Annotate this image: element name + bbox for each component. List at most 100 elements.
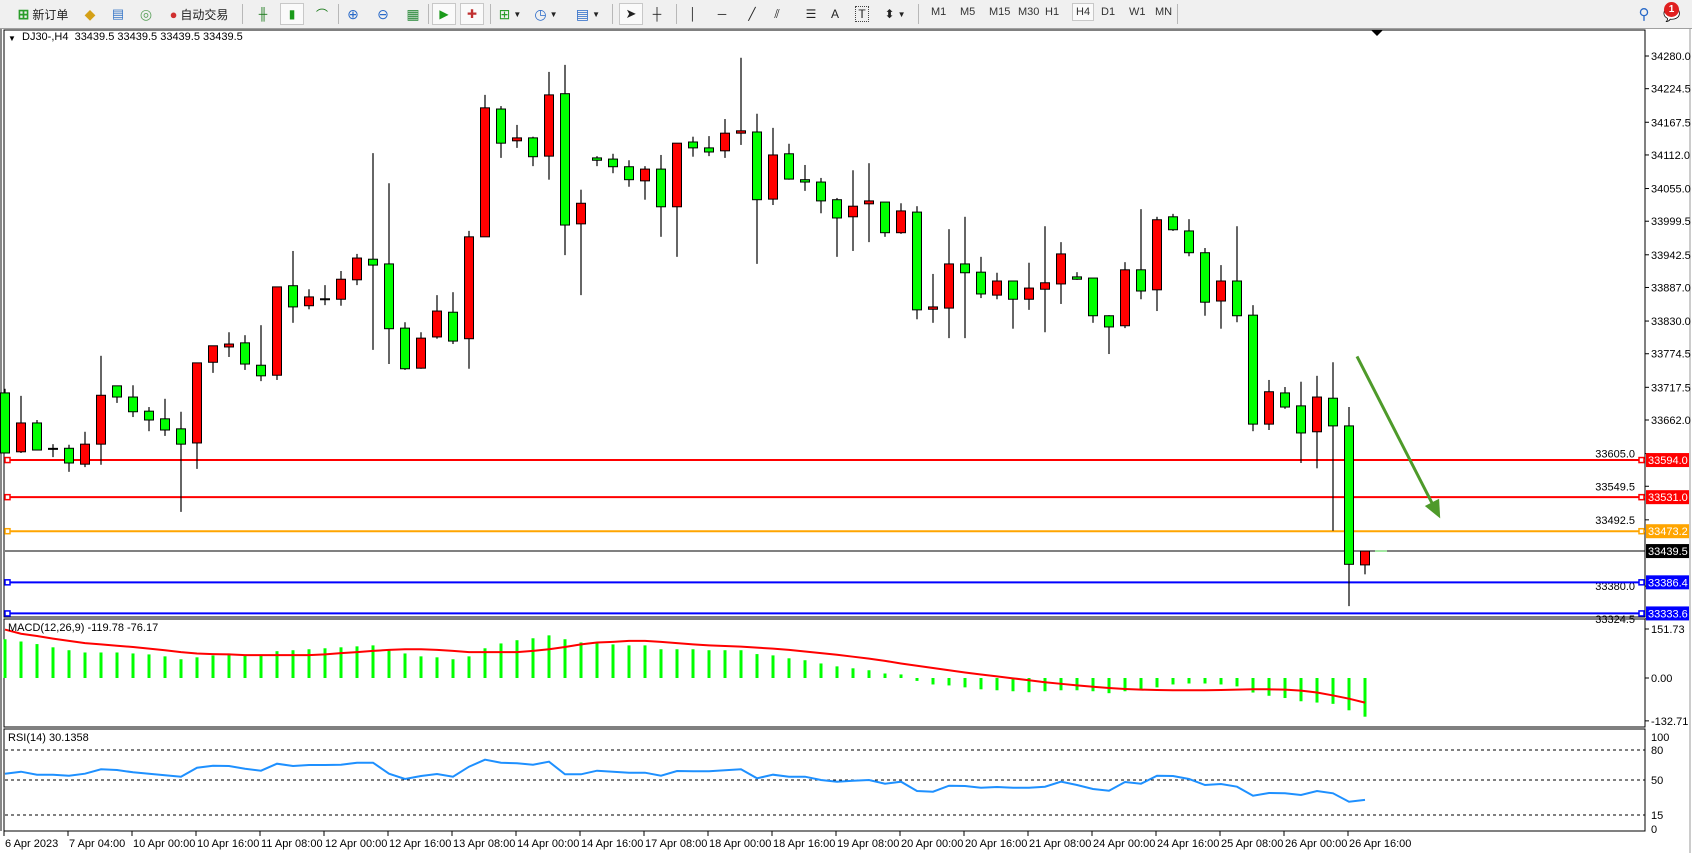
indicators-button[interactable]: ▤ ▼ — [570, 3, 606, 25]
candle-body — [800, 179, 810, 183]
rsi-tick-label: 15 — [1651, 810, 1663, 822]
macd-histogram-bar — [419, 656, 423, 678]
timeframe-m30[interactable]: M30 — [1018, 6, 1040, 18]
timeframe-m5[interactable]: M5 — [960, 6, 976, 18]
fibonacci-button[interactable]: ☰ — [800, 3, 822, 25]
level-price-tag — [1646, 575, 1689, 590]
timeframe-m1[interactable]: M1 — [931, 6, 947, 18]
candle-body — [576, 202, 586, 225]
level-handle-right[interactable] — [1638, 456, 1645, 464]
macd-tick-label: 151.73 — [1651, 624, 1685, 636]
price-tick-label: 33999.5 — [1651, 216, 1691, 228]
auto-trading-button[interactable]: ● 自动交易 — [163, 3, 235, 25]
candle-body — [752, 131, 762, 201]
vertical-line-button[interactable]: │ — [683, 3, 703, 25]
signals-button[interactable]: ◎ — [136, 3, 156, 25]
macd-histogram-bar — [595, 643, 599, 678]
timeframe-d1[interactable]: D1 — [1101, 6, 1116, 18]
separator — [242, 4, 243, 24]
horizontal-line-button[interactable]: ─ — [712, 3, 732, 25]
candle-body — [1168, 216, 1178, 231]
gold-button[interactable]: ◆ — [80, 3, 100, 25]
candle-body — [96, 394, 106, 445]
level-handle-left[interactable] — [4, 527, 11, 535]
candle-body — [960, 263, 970, 274]
macd-histogram-bar — [467, 656, 471, 678]
trendline-button[interactable]: ╱ — [742, 3, 762, 25]
macd-histogram-bar — [1203, 678, 1207, 684]
candle-body — [32, 422, 42, 451]
candle-body — [688, 141, 698, 149]
zoom-in-icon: ⊕ — [347, 5, 359, 22]
trend-arrow-line[interactable] — [1355, 355, 1436, 509]
candle-body — [1024, 287, 1034, 300]
new-chart-button[interactable]: ⊞ ▼ — [494, 3, 526, 25]
macd-tick-label: -132.71 — [1651, 716, 1688, 728]
arrows-button[interactable]: ⬍ ▼ — [878, 3, 912, 25]
search-button[interactable]: ⚲ — [1634, 3, 1654, 25]
level-handle-left[interactable] — [4, 456, 11, 464]
quick-menu-triangle-icon[interactable]: ▼ — [8, 34, 16, 43]
macd-histogram-bar — [787, 658, 791, 678]
candle-body — [560, 93, 570, 226]
macd-histogram-bar — [947, 678, 951, 686]
timeframe-h1[interactable]: H1 — [1045, 6, 1060, 18]
macd-histogram-bar — [435, 657, 439, 678]
macd-histogram-bar — [1043, 678, 1047, 692]
level-handle-right[interactable] — [1638, 579, 1645, 586]
gold-icon: ◆ — [84, 5, 96, 22]
candle-body — [1312, 396, 1322, 433]
new-order-button[interactable]: ⊞ 新订单 — [12, 3, 74, 25]
tile-windows-button[interactable]: ▦ — [402, 3, 424, 25]
candle-body — [864, 200, 874, 205]
candle-body — [640, 168, 650, 182]
macd-histogram-bar — [99, 652, 103, 678]
candle-body — [1088, 277, 1098, 317]
timeframe-mn[interactable]: MN — [1155, 6, 1173, 18]
price-tick-label: 33324.5 — [1595, 614, 1635, 626]
bar-chart-button[interactable]: ╫ — [252, 3, 274, 25]
cursor-button[interactable]: ➤ — [619, 3, 643, 25]
macd-histogram-bar — [531, 638, 535, 678]
level-handle-right[interactable] — [1638, 493, 1645, 501]
macd-histogram-bar — [211, 655, 215, 678]
zoom-out-button[interactable]: ⊖ — [372, 3, 394, 25]
bar-chart-icon: ╫ — [258, 7, 268, 21]
level-handle-left[interactable] — [4, 579, 11, 586]
candle-body — [80, 443, 90, 465]
candle-body — [208, 345, 218, 363]
timeframe-h4[interactable]: H4 — [1072, 3, 1095, 21]
timeframe-w1[interactable]: W1 — [1129, 6, 1146, 18]
level-handle-right[interactable] — [1638, 610, 1645, 617]
macd-histogram-bar — [179, 659, 183, 678]
macd-histogram-bar — [1219, 678, 1223, 685]
timeframe-m15[interactable]: M15 — [989, 6, 1011, 18]
separator — [612, 4, 613, 24]
periods-button[interactable]: ◷ ▼ — [530, 3, 562, 25]
time-tick-label: 7 Apr 04:00 — [69, 838, 125, 850]
line-chart-button[interactable]: ⌒ — [311, 3, 333, 25]
crosshair-button[interactable]: ┼ — [646, 3, 668, 25]
level-handle-left[interactable] — [4, 610, 11, 617]
chart-shift-marker-icon[interactable] — [1371, 30, 1383, 36]
channel-button[interactable]: ⫽ — [766, 3, 788, 25]
chart-window[interactable]: 34280.0 34224.5 34167.5 34112.0 34055.0 33999… — [0, 29, 1692, 853]
price-tick-label: 33492.5 — [1595, 515, 1635, 527]
macd-histogram-bar — [883, 673, 887, 678]
label-tool-button[interactable]: T — [852, 3, 872, 25]
candle-body — [160, 418, 170, 431]
level-handle-left[interactable] — [4, 493, 11, 501]
level-price-label: 33594.0 — [1648, 455, 1688, 467]
zoom-in-button[interactable]: ⊕ — [342, 3, 364, 25]
level-handle-right[interactable] — [1638, 527, 1645, 535]
macd-histogram-bar — [835, 666, 839, 678]
candlestick-button[interactable]: ▮ — [280, 3, 304, 25]
text-tool-button[interactable]: A — [826, 3, 844, 25]
separator — [676, 4, 677, 24]
chart-shift-button[interactable]: ✚ — [460, 3, 484, 25]
macd-histogram-bar — [659, 649, 663, 678]
candle-body — [240, 342, 250, 365]
market-watch-button[interactable]: ▤ — [108, 3, 128, 25]
auto-scroll-button[interactable]: ▶ — [432, 3, 456, 25]
price-pane-frame — [3, 29, 1646, 618]
